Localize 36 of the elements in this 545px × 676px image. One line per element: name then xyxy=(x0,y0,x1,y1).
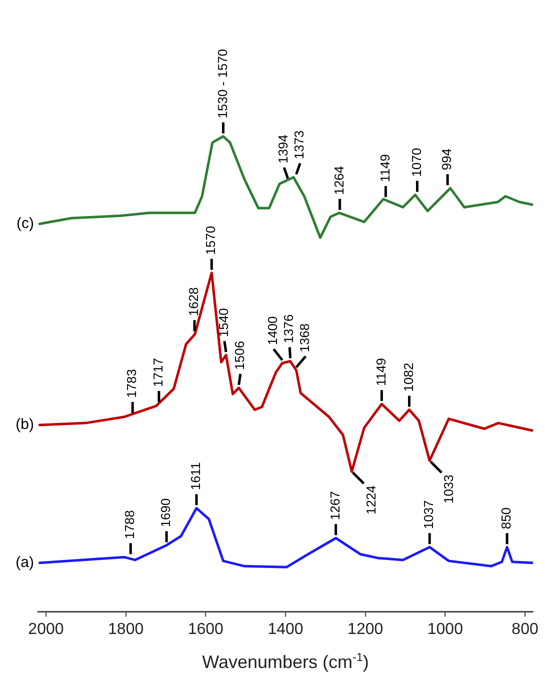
annotation: 850 xyxy=(498,507,514,530)
annotation: 1149 xyxy=(373,358,388,386)
annotation: 1540 xyxy=(216,308,231,338)
annotation: 1400 xyxy=(265,316,280,346)
annotation: 994 xyxy=(439,148,454,170)
x-tick-label: 2000 xyxy=(28,620,64,638)
annotation: 1033 xyxy=(441,474,456,504)
annotation: 1368 xyxy=(297,323,312,352)
annotation: 1717 xyxy=(150,358,166,387)
annotation: 1690 xyxy=(158,498,174,528)
annotation: 1628 xyxy=(186,287,202,316)
annotation: 1611 xyxy=(188,462,204,490)
annotation: 1788 xyxy=(122,510,138,540)
annotation: 1570 xyxy=(203,226,218,255)
x-tick-label: 1400 xyxy=(268,620,304,638)
annotation: 1224 xyxy=(363,486,378,514)
x-tick-label: 1800 xyxy=(108,620,144,638)
annotation: 1506 xyxy=(232,340,247,370)
x-tick-label: 1200 xyxy=(348,620,384,638)
annotation: 1373 xyxy=(292,130,307,160)
annotation: 1394 xyxy=(276,134,291,164)
series-label: (b) xyxy=(16,416,34,434)
annotation: 1149 xyxy=(377,154,392,182)
x-tick-label: 1000 xyxy=(427,620,464,638)
annotation: 1530 - 1570 xyxy=(214,48,230,118)
annotation: 1070 xyxy=(408,148,424,177)
annotation: 1037 xyxy=(421,500,436,530)
annotation: 1082 xyxy=(400,362,416,392)
x-tick-label: 800 xyxy=(512,620,538,638)
series-label: (c) xyxy=(16,214,34,232)
annotation: 1267 xyxy=(327,491,342,520)
annotation: 1783 xyxy=(124,369,140,398)
annotation: 1376 xyxy=(281,314,296,344)
annotation: 1264 xyxy=(331,166,346,195)
series-label: (a) xyxy=(16,554,34,571)
x-tick-label: 1600 xyxy=(188,620,224,638)
